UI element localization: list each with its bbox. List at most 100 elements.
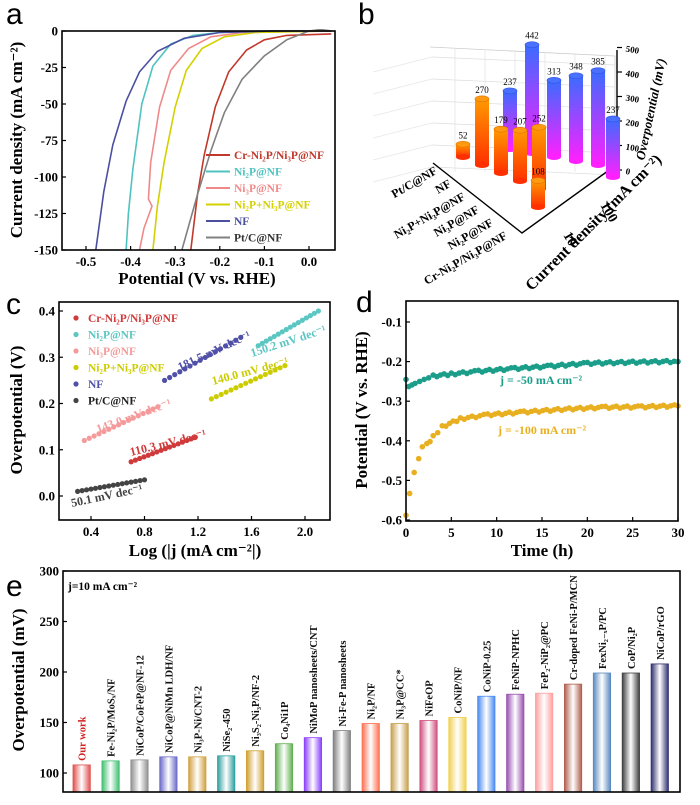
- panel-label-c: c: [6, 288, 21, 321]
- data-point: [83, 487, 90, 493]
- data-point: [187, 363, 193, 369]
- z-tick-label: 0: [625, 166, 632, 177]
- bar: [101, 760, 120, 793]
- z-gridline-side: [372, 56, 433, 73]
- data-point: [434, 429, 441, 436]
- data-point: [192, 434, 198, 440]
- legend-label: NF: [234, 216, 249, 228]
- data-point: [207, 351, 213, 358]
- data-point: [91, 433, 97, 439]
- data-point: [188, 436, 194, 442]
- category-label: NF: [433, 176, 454, 196]
- data-point: [115, 481, 121, 488]
- data-point: [212, 349, 218, 355]
- bar-top: [524, 41, 540, 49]
- bar-body: [513, 130, 527, 181]
- data-point: [257, 374, 264, 380]
- data-point: [233, 385, 239, 391]
- data-point: [132, 478, 139, 484]
- data-point: [172, 372, 178, 378]
- slope-label: 110.3 mV dec⁻¹: [128, 426, 208, 459]
- data-point: [137, 455, 143, 462]
- bar: [217, 755, 236, 793]
- bar-bottom: [494, 170, 508, 176]
- bar-bottom: [606, 174, 620, 180]
- panel-label-a: a: [6, 0, 23, 31]
- z-gridline: [431, 100, 616, 110]
- data-point: [238, 382, 244, 389]
- data-point: [124, 480, 130, 486]
- bar-category-label: NiSe₂-450: [222, 708, 233, 751]
- bar-10-0: 52: [455, 130, 471, 160]
- bar-10-3: 207: [512, 116, 528, 184]
- d-xtick-label: 10: [490, 525, 503, 540]
- bar-top: [568, 72, 584, 80]
- bar-category-label: NiFeOP: [425, 680, 436, 717]
- data-point: [141, 477, 148, 483]
- bar-value-label: 313: [547, 66, 561, 76]
- bar: [390, 723, 409, 793]
- bar-bottom: [475, 162, 489, 168]
- legend-marker: [73, 397, 79, 404]
- legend-label: Cr-Ni₂P/Ni₃P@NF: [234, 150, 324, 162]
- data-point: [412, 380, 418, 387]
- c-ytick-label: 0.4: [39, 304, 56, 319]
- bar-body: [475, 98, 489, 165]
- z-gridline-side: [372, 100, 433, 117]
- a-xtick-label: -0.1: [254, 254, 275, 269]
- data-point: [128, 479, 134, 485]
- series-annotation: j = -50 mA cm⁻²: [499, 373, 582, 387]
- bar: [592, 672, 612, 793]
- data-point: [128, 459, 134, 465]
- y-axis-label: Current density (mA cm⁻²): [7, 42, 26, 238]
- legend-label: Ni₂P+Ni₃P@NF: [88, 363, 165, 375]
- legend-marker: [73, 315, 79, 321]
- data-point: [184, 437, 190, 444]
- bar-category-label: NiCoP/rGO: [656, 606, 667, 660]
- scatter-series-0: [128, 434, 198, 465]
- plot-frame: [62, 570, 681, 793]
- legend-marker: [73, 331, 79, 338]
- plot-frame: [61, 30, 336, 251]
- bar-body: [456, 144, 470, 157]
- data-point: [149, 451, 156, 457]
- bar-top: [590, 67, 606, 74]
- c-ytick-label: 0.1: [39, 442, 55, 457]
- data-point: [96, 431, 102, 437]
- bar-category-label: Ni₂P/NF: [367, 683, 378, 720]
- data-point: [248, 378, 254, 384]
- bar-value-label: 385: [591, 57, 605, 67]
- data-point: [75, 488, 81, 494]
- c-ytick-label: 0.0: [39, 489, 55, 504]
- bar-top: [605, 115, 621, 123]
- data-point: [202, 354, 208, 361]
- data-point: [406, 490, 413, 497]
- scatter-series-4: [161, 334, 244, 383]
- bar-body: [606, 118, 620, 177]
- data-point: [167, 444, 173, 450]
- y-axis-label: Overpotential (mV): [9, 608, 28, 751]
- legend-label: Ni₃P@NF: [234, 183, 282, 195]
- data-point: [295, 319, 301, 326]
- bar-body: [591, 70, 605, 165]
- data-point: [272, 367, 278, 373]
- panel-label-e: e: [6, 570, 23, 603]
- bar: [535, 692, 554, 793]
- data-point: [150, 406, 156, 412]
- current-density-annotation: j=10 mA cm⁻²: [67, 581, 138, 593]
- data-point: [416, 378, 423, 385]
- bar-top: [455, 140, 471, 148]
- a-ytick-label: -75: [41, 133, 59, 148]
- series-line-3: [152, 30, 332, 250]
- bar-value-label: 237: [503, 77, 517, 87]
- panel-a-lsv-chart: 0 -25 -50 -75 -100 -125 -150 -0.5 -0.4 -0.3 -0.2 -0…: [7, 24, 336, 288]
- a-ytick-label: -50: [41, 97, 58, 112]
- a-xtick-label: -0.4: [120, 254, 141, 269]
- c-xtick-label: 0.4: [83, 524, 100, 539]
- scatter-series-2: [81, 404, 161, 444]
- data-point: [167, 374, 173, 381]
- bar-bottom: [569, 158, 583, 164]
- z-gridline-side: [372, 78, 433, 95]
